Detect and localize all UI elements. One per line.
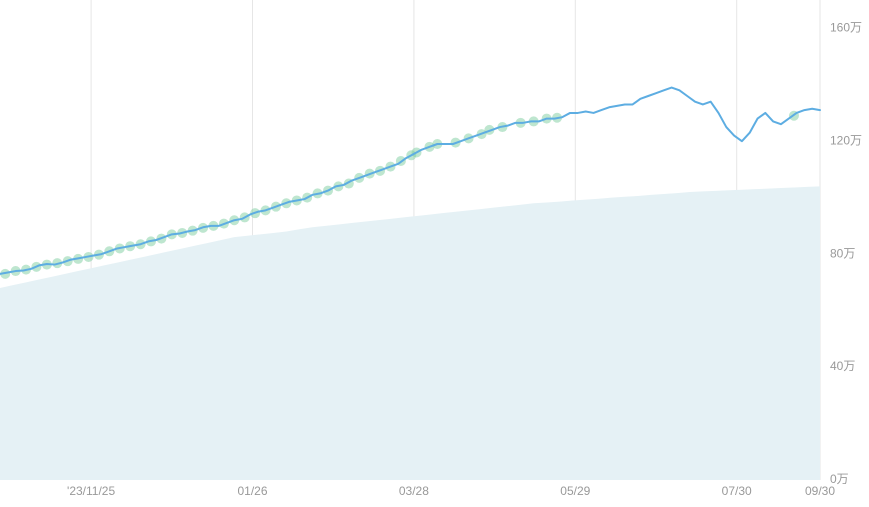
y-axis-label: 160万 (830, 20, 862, 34)
y-axis-label: 40万 (830, 359, 855, 373)
y-axis-label: 120万 (830, 133, 862, 147)
y-axis-label: 80万 (830, 246, 855, 260)
x-axis-label: 07/30 (722, 484, 752, 498)
x-axis-label: '23/11/25 (67, 484, 115, 498)
chart-container: '23/11/2501/2603/2805/2907/3009/300万40万8… (0, 0, 869, 507)
y-axis-label: 0万 (830, 472, 849, 486)
x-axis-label: 03/28 (399, 484, 429, 498)
timeseries-chart: '23/11/2501/2603/2805/2907/3009/300万40万8… (0, 0, 869, 507)
x-axis-label: 01/26 (237, 484, 267, 498)
x-axis-label: 05/29 (560, 484, 590, 498)
